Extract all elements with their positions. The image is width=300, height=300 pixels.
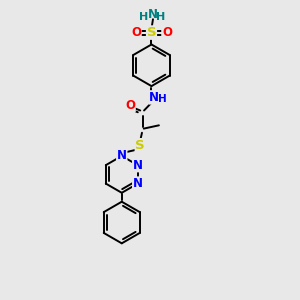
Text: H: H bbox=[156, 12, 165, 22]
Text: O: O bbox=[162, 26, 172, 39]
Text: H: H bbox=[139, 12, 148, 22]
Text: N: N bbox=[117, 149, 127, 162]
Text: N: N bbox=[133, 177, 143, 190]
Text: S: S bbox=[135, 139, 145, 152]
Text: N: N bbox=[149, 91, 159, 104]
Text: H: H bbox=[158, 94, 167, 104]
Text: N: N bbox=[148, 8, 158, 21]
Text: O: O bbox=[131, 26, 141, 39]
Text: S: S bbox=[147, 26, 156, 39]
Text: O: O bbox=[125, 99, 135, 112]
Text: N: N bbox=[133, 159, 143, 172]
